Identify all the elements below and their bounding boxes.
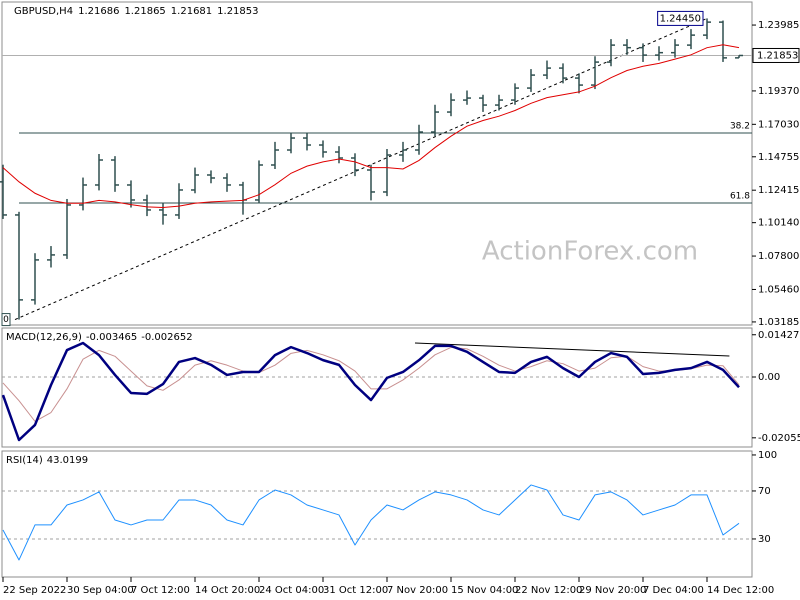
fib-label: 61.8 xyxy=(730,191,750,201)
trend-line xyxy=(414,342,730,357)
y-tick-label: 1.07800 xyxy=(758,251,799,262)
y-tick-label: 1.19370 xyxy=(758,86,799,97)
y-tick-label: 1.10140 xyxy=(758,218,799,229)
indicator-line xyxy=(2,484,740,561)
last-close: 1.21853 xyxy=(217,6,258,17)
x-tick-label: 7 Oct 12:00 xyxy=(131,585,190,596)
high-marker-box xyxy=(657,10,704,26)
price-header: GBPUSD,H4 1.21686 1.21865 1.21681 1.21853 xyxy=(14,6,259,17)
x-tick-label: 29 Nov 20:00 xyxy=(579,585,646,596)
last-price-box xyxy=(752,47,800,63)
indicator-line xyxy=(1,341,740,442)
high-marker-label: 1.24450 xyxy=(660,13,701,24)
moving-average xyxy=(2,44,740,209)
last-price-label: 1.21853 xyxy=(757,50,798,61)
watermark: ActionForex.com xyxy=(482,237,698,267)
x-tick-label: 7 Dec 04:00 xyxy=(643,585,704,596)
y-tick-label: 1.14755 xyxy=(758,152,799,163)
fib-anchor-box xyxy=(1,313,11,327)
y-tick-label: 70 xyxy=(758,486,771,497)
x-tick-label: 14 Dec 12:00 xyxy=(707,585,774,596)
x-tick-label: 15 Nov 04:00 xyxy=(451,585,518,596)
y-tick-label: 1.17030 xyxy=(758,119,799,130)
x-tick-label: 22 Nov 12:00 xyxy=(515,585,582,596)
macd-title: MACD(12,26,9) xyxy=(6,332,82,343)
y-tick-label: -0.020556 xyxy=(758,433,800,444)
macd-last: -0.003465 xyxy=(86,332,137,343)
y-tick-label: 0.00 xyxy=(758,372,780,383)
y-tick-label: 1.12415 xyxy=(758,185,799,196)
y-tick-label: 30 xyxy=(758,534,771,545)
x-tick-label: 24 Oct 04:00 xyxy=(259,585,324,596)
y-tick-label: 0.014278 xyxy=(758,330,800,341)
rsi-header: RSI(14) 43.0199 xyxy=(6,455,88,466)
last-low: 1.21681 xyxy=(171,6,212,17)
last-open: 1.21686 xyxy=(78,6,119,17)
y-tick-label: 1.05460 xyxy=(758,284,799,295)
rsi-panel xyxy=(1,450,753,578)
macd-header: MACD(12,26,9) -0.003465 -0.002652 xyxy=(6,332,193,343)
x-tick-label: 7 Nov 20:00 xyxy=(387,585,448,596)
y-tick-label: 1.23985 xyxy=(758,20,799,31)
rsi-title: RSI(14) xyxy=(6,455,43,466)
y-tick-label: 1.03185 xyxy=(758,317,799,328)
fib-anchor-label: 0 xyxy=(3,315,9,325)
rsi-last: 43.0199 xyxy=(47,455,88,466)
y-tick-label: 100 xyxy=(758,450,777,461)
x-tick-label: 31 Oct 12:00 xyxy=(323,585,388,596)
fib-label: 38.2 xyxy=(730,122,750,132)
x-tick-label: 14 Oct 20:00 xyxy=(195,585,260,596)
x-tick-label: 30 Sep 04:00 xyxy=(67,585,134,596)
x-tick-label: 22 Sep 2022 xyxy=(3,585,66,596)
indicator-line xyxy=(2,346,740,422)
price-panel xyxy=(1,1,753,326)
symbol: GBPUSD,H4 xyxy=(14,6,73,17)
signal-last: -0.002652 xyxy=(141,332,192,343)
last-high: 1.21865 xyxy=(124,6,165,17)
macd-panel xyxy=(1,327,753,448)
